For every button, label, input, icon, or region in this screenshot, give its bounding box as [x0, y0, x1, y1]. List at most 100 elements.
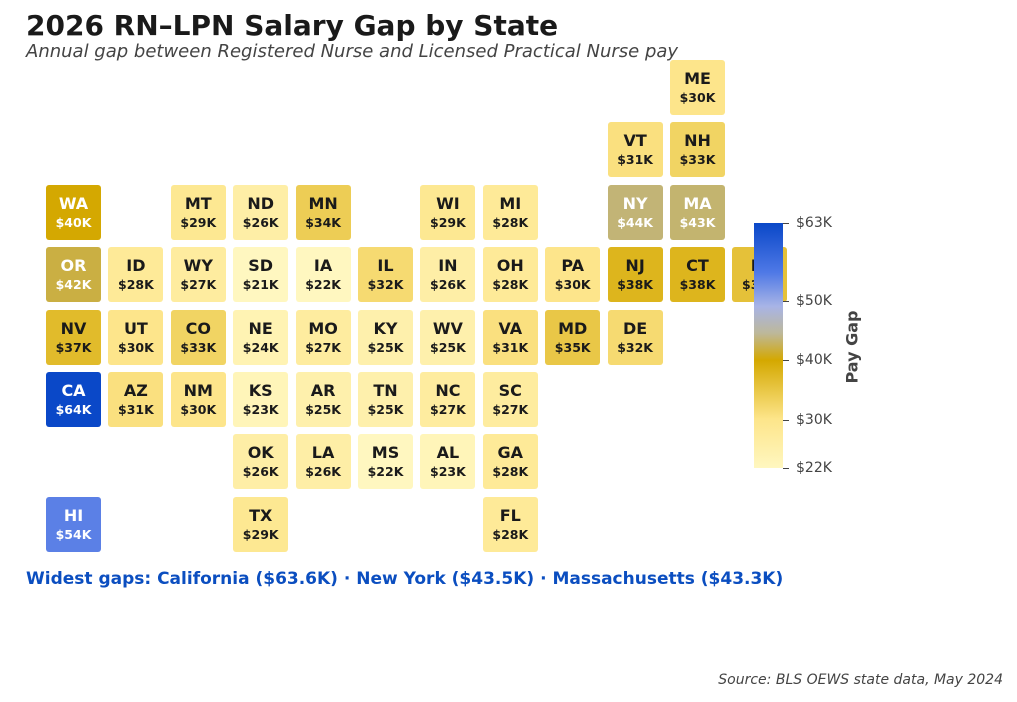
state-abbr: OK — [247, 443, 274, 463]
state-tile-co: CO $33K — [170, 309, 226, 365]
state-tile-ms: MS $22K — [358, 434, 413, 490]
state-abbr: DE — [622, 318, 648, 338]
state-tile-ny: NY $44K — [607, 184, 663, 240]
state-tile-ia: IA $22K — [295, 247, 351, 303]
state-tile-or: OR $42K — [46, 247, 101, 303]
state-value: $25K — [367, 402, 404, 417]
state-value: $23K — [430, 464, 466, 480]
state-abbr: AR — [310, 381, 336, 400]
colorbar-tick-label: $30K — [796, 412, 832, 428]
state-tile-va: VA $31K — [482, 309, 538, 365]
colorbar-tick — [783, 223, 789, 224]
state-abbr: NE — [248, 318, 273, 338]
state-value: $38K — [679, 277, 716, 293]
widest-gaps-note: Widest gaps: California ($63.6K) · New Y… — [26, 569, 784, 589]
state-abbr: MN — [308, 193, 338, 213]
state-tile-wv: WV $25K — [420, 309, 476, 365]
state-abbr: LA — [311, 443, 335, 463]
state-abbr: KY — [373, 318, 398, 338]
state-abbr: ND — [247, 193, 275, 213]
state-abbr: WY — [183, 256, 213, 276]
state-tile-oh: OH $28K — [482, 247, 538, 303]
state-abbr: VT — [623, 131, 647, 151]
state-value: $30K — [554, 277, 591, 293]
state-value: $31K — [492, 339, 529, 355]
state-value: $21K — [242, 277, 279, 293]
state-abbr: MO — [308, 318, 338, 338]
state-tile-ne: NE $24K — [233, 309, 289, 365]
state-abbr: WA — [58, 193, 89, 213]
state-value: $26K — [242, 214, 279, 230]
colorbar-tick-label: $40K — [796, 352, 832, 368]
state-tile-ut: UT $30K — [108, 309, 164, 365]
state-tile-ca: CA $64K — [46, 372, 101, 427]
state-abbr: NY — [622, 193, 648, 213]
state-abbr: SC — [498, 381, 522, 400]
state-tile-ok: OK $26K — [233, 434, 289, 490]
colorbar-tick-label: $63K — [796, 215, 832, 231]
state-tile-nv: NV $37K — [46, 309, 101, 365]
state-tile-il: IL $32K — [358, 247, 413, 303]
source-note: Source: BLS OEWS state data, May 2024 — [718, 672, 1003, 688]
state-value: $28K — [492, 464, 529, 480]
state-tile-tx: TX $29K — [233, 496, 289, 552]
state-value: $25K — [430, 339, 466, 355]
state-value: $30K — [118, 339, 154, 355]
state-abbr: UT — [123, 318, 148, 338]
state-value: $23K — [242, 402, 279, 417]
state-value: $28K — [492, 277, 529, 293]
state-value: $43K — [679, 214, 716, 230]
state-tile-mt: MT $29K — [170, 184, 226, 240]
state-tile-nc: NC $27K — [420, 372, 476, 427]
chart-subtitle: Annual gap between Registered Nurse and … — [26, 41, 679, 62]
state-abbr: NM — [183, 381, 213, 400]
state-value: $28K — [492, 526, 529, 542]
state-value: $27K — [430, 402, 466, 417]
state-value: $24K — [242, 339, 279, 355]
state-tile-tn: TN $25K — [358, 372, 413, 427]
state-abbr: KS — [248, 381, 273, 400]
state-tile-mi: MI $28K — [482, 184, 538, 240]
state-abbr: AL — [436, 443, 460, 463]
state-tile-la: LA $26K — [295, 434, 351, 490]
state-value: $54K — [55, 526, 92, 542]
state-tile-me: ME $30K — [670, 60, 725, 115]
state-abbr: MS — [371, 443, 400, 463]
state-tile-nd: ND $26K — [233, 184, 289, 240]
state-value: $31K — [617, 152, 653, 168]
state-tile-mo: MO $27K — [295, 309, 351, 365]
state-abbr: CT — [686, 256, 709, 276]
state-value: $30K — [180, 402, 217, 417]
state-value: $32K — [617, 339, 653, 355]
colorbar-tick — [783, 468, 789, 469]
state-value: $37K — [55, 339, 92, 355]
state-tile-ct: CT $38K — [670, 247, 725, 303]
state-tile-mn: MN $34K — [295, 184, 351, 240]
state-abbr: SD — [248, 256, 274, 276]
state-tile-md: MD $35K — [545, 309, 601, 365]
state-value: $25K — [367, 339, 404, 355]
state-abbr: VA — [498, 318, 523, 338]
state-value: $26K — [430, 277, 466, 293]
chart-title: 2026 RN–LPN Salary Gap by State — [26, 9, 559, 42]
state-value: $64K — [55, 402, 92, 417]
state-abbr: PA — [561, 256, 584, 276]
colorbar-tick — [783, 301, 789, 302]
state-abbr: MI — [499, 193, 522, 213]
state-value: $26K — [305, 464, 341, 480]
colorbar-tick-label: $50K — [796, 293, 832, 309]
state-value: $22K — [305, 277, 341, 293]
state-abbr: OH — [496, 256, 524, 276]
state-tile-wi: WI $29K — [420, 184, 476, 240]
state-abbr: NJ — [625, 256, 645, 276]
state-value: $31K — [118, 402, 154, 417]
state-value: $32K — [367, 277, 404, 293]
state-abbr: ME — [684, 69, 711, 88]
state-value: $26K — [242, 464, 279, 480]
colorbar-tick-label: $22K — [796, 460, 832, 476]
state-tile-ky: KY $25K — [358, 309, 413, 365]
state-value: $29K — [430, 214, 466, 230]
state-abbr: NV — [60, 318, 87, 338]
state-tile-az: AZ $31K — [108, 372, 164, 427]
state-abbr: CA — [61, 381, 86, 400]
